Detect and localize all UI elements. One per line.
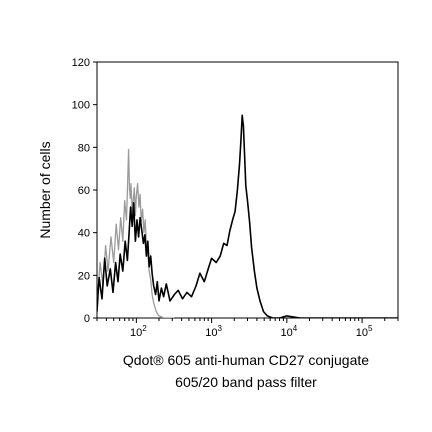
x-axis-label: Qdot® 605 anti-human CD27 conjugate — [123, 352, 369, 368]
series-line-1 — [97, 148, 175, 318]
series-layer — [97, 114, 398, 318]
x-tick-label: 105 — [356, 324, 373, 339]
y-tick-label: 120 — [72, 57, 90, 69]
x-axis: 102 103 104 105 — [96, 318, 399, 339]
x-tick-label: 104 — [280, 324, 297, 339]
y-tick-label: 100 — [72, 100, 90, 112]
y-tick-label: 0 — [84, 313, 90, 325]
y-tick-label: 60 — [78, 185, 90, 197]
y-tick-label: 20 — [78, 270, 90, 282]
y-tick-label: 40 — [78, 228, 90, 240]
series-line-2 — [97, 114, 398, 318]
y-axis-label: Number of cells — [37, 141, 53, 238]
y-tick-label: 80 — [78, 142, 90, 154]
x-tick-label: 103 — [205, 324, 222, 339]
y-axis: 0 20 40 60 80 100 120 — [72, 57, 97, 325]
x-tick-label: 102 — [130, 324, 147, 339]
x-axis-label-line2: 605/20 band pass filter — [175, 374, 317, 390]
plot-frame — [96, 61, 399, 319]
